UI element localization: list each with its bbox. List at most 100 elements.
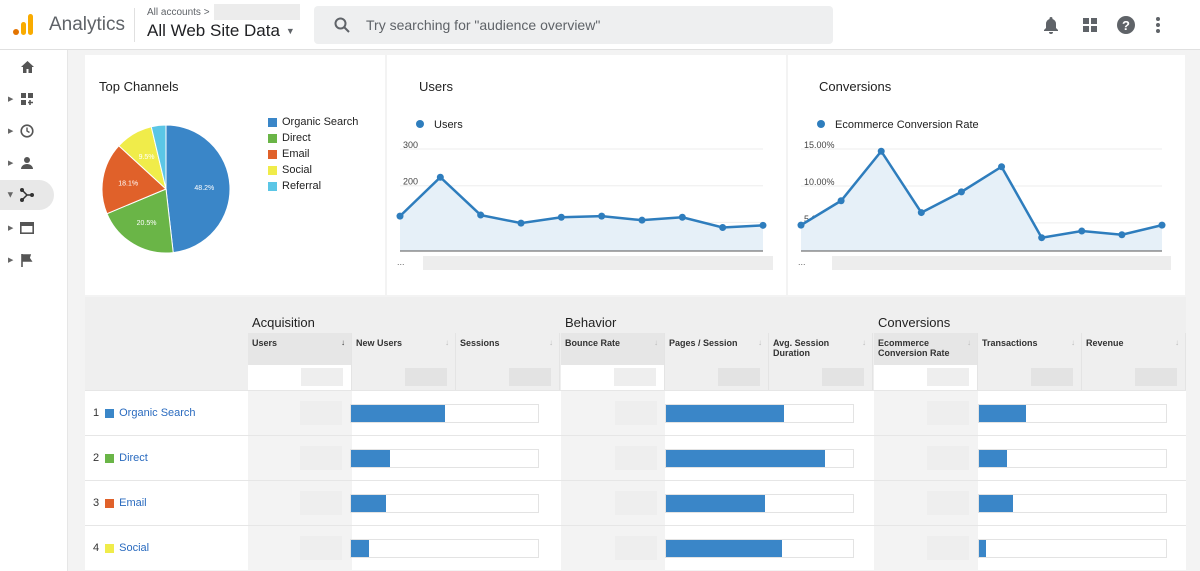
sidebar-item-audience[interactable]: ▶ [0,148,54,178]
pie-slice-1[interactable] [106,188,174,254]
row-label[interactable]: 2 Direct [93,452,148,464]
value-redacted [615,536,657,560]
caret-right-icon: ▶ [8,257,14,264]
row-label[interactable]: 1 Organic Search [93,407,196,419]
view-selector[interactable]: All Web Site Data ▼ [147,21,295,41]
column-header[interactable]: Avg. Session Duration ↓ [769,333,873,365]
data-point[interactable] [477,211,485,219]
column-header[interactable]: Revenue ↓ [1082,333,1186,365]
row-label[interactable]: 4 Social [93,542,149,554]
value-redacted [927,491,969,515]
sidebar-item-acquisition[interactable]: ▶ [0,180,54,210]
users-line-chart[interactable]: Users100200300... [387,110,786,280]
breadcrumb[interactable]: All accounts > [147,7,210,18]
pie-slice-2[interactable] [101,145,167,215]
y-tick-label: 300 [403,140,418,150]
data-point[interactable] [638,216,646,224]
column-header[interactable]: Pages / Session ↓ [665,333,769,365]
conversions-line-chart[interactable]: Ecommerce Conversion Rate5.00%10.00%15.0… [788,110,1185,280]
data-point[interactable] [797,221,805,229]
sidebar-item-customization[interactable]: ▶ [0,84,54,114]
conversions-card: Conversions Ecommerce Conversion Rate5.0… [788,55,1185,295]
sidebar-item-realtime[interactable]: ▶ [0,116,54,146]
sort-arrow-icon[interactable]: ↓ [862,338,866,347]
legend-item[interactable]: Email [268,146,358,162]
dashboard-icon [20,92,33,105]
legend-swatch [268,181,277,191]
channel-link[interactable]: Organic Search [119,407,196,419]
legend-item[interactable]: Referral [268,178,358,194]
data-point[interactable] [1038,234,1046,242]
legend-item[interactable]: Direct [268,130,358,146]
legend-label[interactable]: Users [434,119,463,131]
pie-slice-0[interactable] [165,124,231,254]
sort-arrow-icon[interactable]: ↓ [1175,338,1179,347]
bar-fill [979,450,1008,467]
column-header[interactable]: New Users ↓ [352,333,456,365]
sort-arrow-icon[interactable]: ↓ [549,338,553,347]
card-title: Conversions [819,79,892,94]
data-point[interactable] [1078,227,1086,235]
sort-arrow-icon[interactable]: ↓ [654,338,658,347]
total-cell [248,365,352,390]
legend-item[interactable]: Organic Search [268,114,358,130]
x-axis-labels-redacted [423,256,773,270]
x-axis-ellipsis: ... [798,257,806,267]
help-icon[interactable]: ? [1117,16,1135,34]
total-value-redacted [614,368,656,386]
legend-item[interactable]: Social [268,162,358,178]
data-point[interactable] [759,221,767,229]
data-point[interactable] [957,188,965,196]
transactions-bar [978,494,1167,513]
sidebar-item-behavior[interactable]: ▶ [0,213,54,243]
search-input[interactable]: Try searching for "audience overview" [366,17,601,33]
channel-swatch [105,543,115,553]
pie-slice-4[interactable] [150,124,167,190]
table-row: 3 Email [85,480,1186,526]
channel-link[interactable]: Social [119,542,150,554]
new-users-bar [350,539,539,558]
data-point[interactable] [517,219,525,227]
legend-swatch [268,149,277,159]
legend-swatch [268,117,277,127]
sidebar-item-home[interactable] [0,52,54,82]
channel-link[interactable]: Email [119,497,147,509]
sidebar-item-conversions[interactable]: ▶ [0,245,54,275]
data-point[interactable] [1118,231,1126,239]
row-label[interactable]: 3 Email [93,497,147,509]
data-point[interactable] [998,163,1006,171]
search-bar[interactable]: Try searching for "audience overview" [314,6,833,44]
sort-arrow-icon[interactable]: ↓ [445,338,449,347]
legend-label[interactable]: Ecommerce Conversion Rate [835,119,979,131]
bar-fill [666,540,782,557]
bar-fill [666,495,766,512]
channel-swatch [105,453,115,463]
data-point[interactable] [396,212,404,220]
y-tick-label: 200 [403,177,418,187]
data-point[interactable] [557,213,565,221]
channel-link[interactable]: Direct [119,452,148,464]
data-point[interactable] [917,209,925,217]
column-header[interactable]: Users ↓ [248,333,352,365]
more-vert-icon[interactable] [1155,16,1161,34]
data-point[interactable] [719,224,727,232]
data-point[interactable] [837,197,845,205]
sort-arrow-icon[interactable]: ↓ [1071,338,1075,347]
pie-chart[interactable]: 48.2% 20.5% 18.1% 9.5% [100,123,232,255]
data-point[interactable] [877,147,885,155]
column-header[interactable]: Sessions ↓ [456,333,560,365]
column-header[interactable]: Bounce Rate ↓ [561,333,665,365]
column-header[interactable]: Transactions ↓ [978,333,1082,365]
sort-arrow-icon[interactable]: ↓ [341,338,345,347]
data-point[interactable] [1158,221,1166,229]
value-redacted [615,401,657,425]
apps-grid-icon[interactable] [1083,18,1097,32]
card-title: Users [419,79,453,94]
bell-icon[interactable] [1043,16,1059,34]
sort-arrow-icon[interactable]: ↓ [758,338,762,347]
sort-arrow-icon[interactable]: ↓ [967,338,971,347]
data-point[interactable] [436,173,444,181]
column-header[interactable]: Ecommerce Conversion Rate ↓ [874,333,978,365]
data-point[interactable] [678,213,686,221]
data-point[interactable] [598,212,606,220]
